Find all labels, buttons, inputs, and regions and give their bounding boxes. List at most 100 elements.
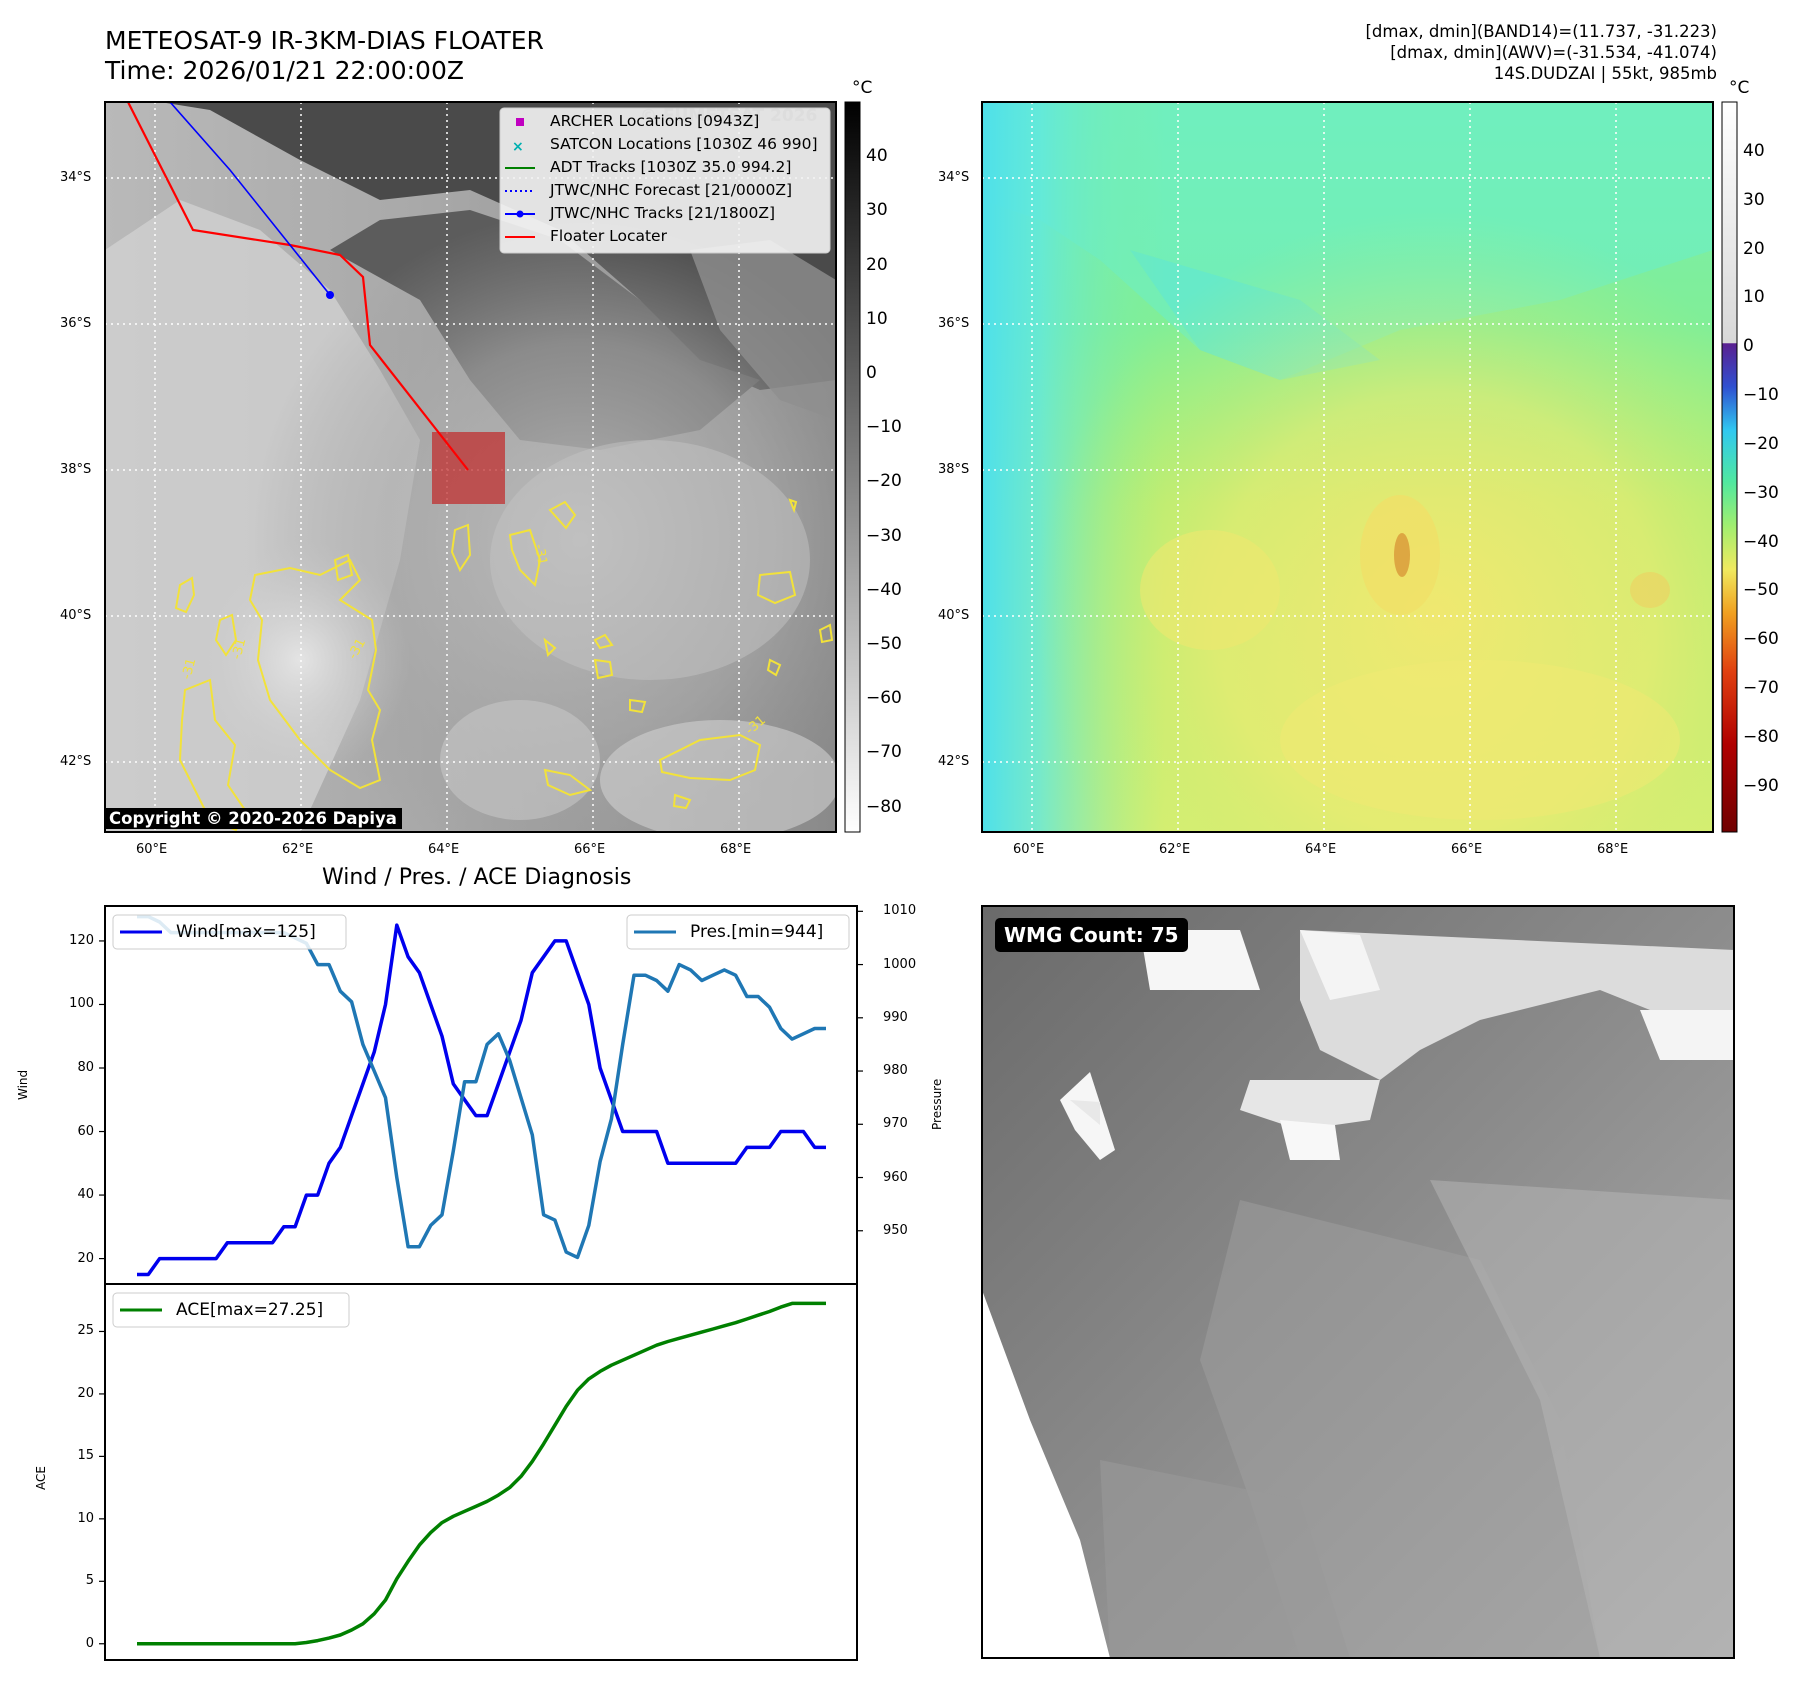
ir-colorbar (844, 101, 861, 833)
wv-lon-label: 68°E (1597, 842, 1629, 857)
wv-map-frame (981, 101, 1714, 833)
wind-tick-label: 40 (77, 1187, 94, 1203)
wv-lon-label: 60°E (1013, 842, 1045, 857)
pressure-tick-label: 960 (883, 1169, 908, 1185)
ir-lat-label: 34°S (60, 170, 92, 185)
pressure-tick-label: 990 (883, 1009, 908, 1025)
wv-colorbar-tick: −70 (1743, 678, 1779, 698)
legend-wind-label: Wind[max=125] (176, 922, 316, 942)
wv-gridlines (982, 102, 1713, 832)
wv-lat-label: 42°S (938, 754, 970, 769)
wv-colorbar-tick: −50 (1743, 580, 1779, 600)
ir-lat-label: 42°S (60, 754, 92, 769)
ir-lon-label: 68°E (720, 842, 752, 857)
wind-series-line (137, 923, 826, 1277)
ir-colorbar-tick: −10 (866, 417, 902, 437)
ir-map-frame (104, 101, 837, 833)
ace-legend (112, 1292, 350, 1328)
ir-lat-label: 36°S (60, 316, 92, 331)
contour-label: -31 (531, 543, 549, 567)
ir-colorbar-tick: −70 (866, 742, 902, 762)
ir-colorbar-tick: 10 (866, 309, 888, 329)
watermark: © EUMETSAT 2026 (640, 106, 818, 126)
ir-colorbar-tick: −30 (866, 526, 902, 546)
ace-tick-label: 20 (77, 1385, 94, 1401)
ir-colorbar-tick: −60 (866, 688, 902, 708)
ace-axis-label: ACE (34, 1466, 48, 1490)
diagnosis-title: Wind / Pres. / ACE Diagnosis (322, 865, 632, 890)
wv-lat-label: 36°S (938, 316, 970, 331)
legend-forecast-label: JTWC/NHC Forecast [21/0000Z] (550, 181, 793, 199)
wind-axis-label: Wind (16, 1069, 30, 1100)
ir-colorbar-tick: 0 (866, 363, 877, 383)
ace-axes (104, 1283, 858, 1661)
legend-tracks-label: JTWC/NHC Tracks [21/1800Z] (550, 204, 776, 222)
wind-tick-label: 80 (77, 1060, 94, 1075)
contour-label: -31 (179, 657, 199, 681)
ace-marks (99, 1301, 826, 1646)
storm-info: 14S.DUDZAI | 55kt, 985mb (1493, 64, 1717, 83)
wv-colorbar-tick: 30 (1743, 190, 1765, 210)
ir-lat-label: 40°S (60, 608, 92, 623)
chart-time: Time: 2026/01/21 22:00:00Z (105, 56, 464, 85)
pressure-tick-label: 970 (883, 1116, 908, 1132)
ir-colorbar-tick: 40 (866, 146, 888, 166)
awv-range: [dmax, dmin](AWV)=(-31.534, -41.074) (1390, 43, 1717, 62)
legend-tracks-marker (516, 210, 524, 218)
pressure-tick-label: 980 (883, 1063, 908, 1079)
wv-lat-label: 38°S (938, 462, 970, 477)
wind-tick-label: 100 (69, 996, 94, 1012)
wv-lon-label: 64°E (1305, 842, 1337, 857)
wv-colorbar-tick: 40 (1743, 141, 1765, 161)
ir-colorbar-tick: −50 (866, 634, 902, 654)
chart-title: METEOSAT-9 IR-3KM-DIAS FLOATER (105, 26, 544, 55)
ace-tick-label: 25 (77, 1323, 94, 1339)
wind-pres-axes (104, 905, 858, 1285)
wmg-image (982, 906, 1734, 1658)
ace-tick-label: 10 (77, 1510, 94, 1526)
pres-legend (626, 914, 850, 950)
contour-label: -31 (229, 637, 249, 661)
wv-colorbar-tick: −20 (1743, 434, 1779, 454)
floater-locater-track (127, 102, 469, 471)
wv-colorbar-tick: −80 (1743, 727, 1779, 747)
wv-colorbar (1721, 101, 1738, 833)
wind-tick-label: 60 (77, 1123, 94, 1139)
legend-floater-label: Floater Locater (550, 227, 667, 245)
wmg-frame (981, 905, 1735, 1659)
wind-tick-label: 120 (69, 932, 94, 948)
wv-lat-label: 40°S (938, 608, 970, 623)
ir-lon-label: 62°E (282, 842, 314, 857)
band14-range: [dmax, dmin](BAND14)=(11.737, -31.223) (1365, 22, 1717, 41)
jtwc-track (169, 102, 331, 296)
ir-colorbar-tick: −80 (866, 797, 902, 817)
ir-colorbar-unit: °C (852, 78, 873, 98)
wv-lat-label: 34°S (938, 170, 970, 185)
floater-box (432, 432, 505, 504)
wv-colorbar-tick: −40 (1743, 532, 1779, 552)
ace-tick-label: 15 (77, 1448, 94, 1464)
pressure-tick-label: 950 (883, 1222, 908, 1238)
ace-tick-label: 5 (85, 1573, 94, 1589)
wv-colorbar-tick: −30 (1743, 483, 1779, 503)
wv-map (982, 102, 1713, 832)
ir-satellite-map: -31 -31 -31 -31 -31 (105, 102, 836, 832)
wv-colorbar-tick: −10 (1743, 385, 1779, 405)
ir-lon-label: 64°E (428, 842, 460, 857)
ir-colorbar-tick: 20 (866, 255, 888, 275)
wv-colorbar-unit: °C (1729, 78, 1750, 98)
legend-pres-label: Pres.[min=944] (690, 922, 824, 942)
wv-colorbar-tick: −60 (1743, 629, 1779, 649)
legend-adt-label: ADT Tracks [1030Z 35.0 994.2] (550, 158, 792, 176)
ir-lat-label: 38°S (60, 462, 92, 477)
wind-legend (112, 914, 347, 950)
ace-tick-label: 0 (85, 1635, 94, 1651)
pressure-tick-label: 1010 (883, 903, 917, 919)
copyright-label: Copyright © 2020-2026 Dapiya (104, 808, 402, 829)
pressure-axis-label: Pressure (930, 1078, 944, 1130)
wv-lon-label: 66°E (1451, 842, 1483, 857)
wv-lon-label: 62°E (1159, 842, 1191, 857)
ir-colorbar-tick: −40 (866, 580, 902, 600)
wv-colorbar-tick: 10 (1743, 287, 1765, 307)
